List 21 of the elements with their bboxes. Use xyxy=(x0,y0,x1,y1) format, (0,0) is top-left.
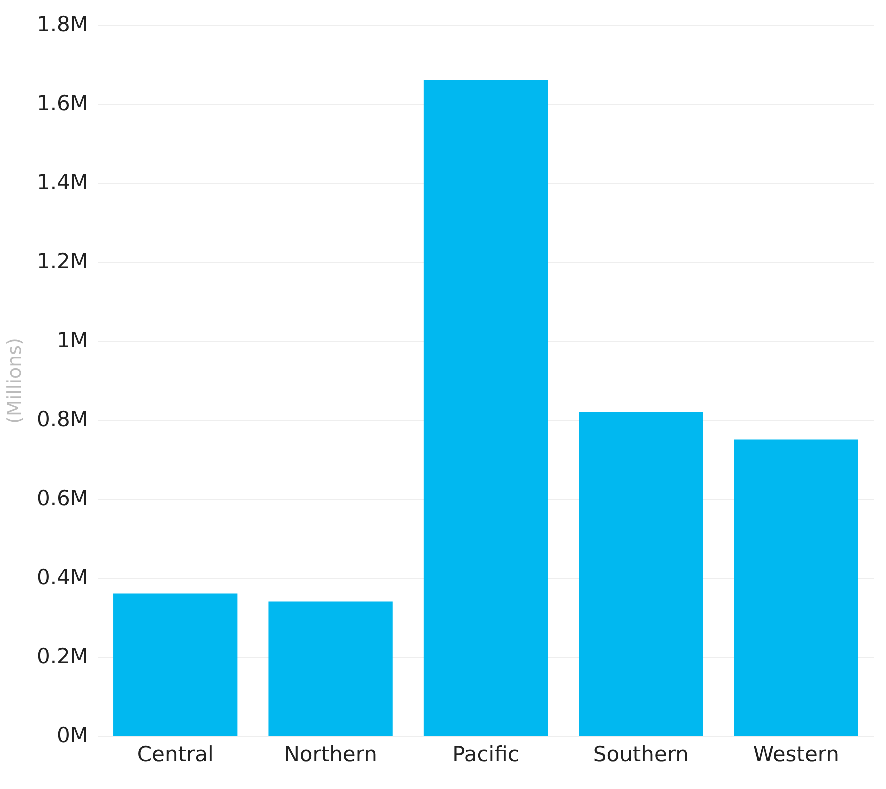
x-tick-label: Southern xyxy=(593,742,689,766)
bar xyxy=(734,440,858,736)
x-tick-label: Western xyxy=(753,742,840,766)
y-tick-label: 1.8M xyxy=(36,12,88,36)
y-tick-label: 0.6M xyxy=(36,486,88,510)
x-tick-label: Central xyxy=(137,742,214,766)
bar xyxy=(424,80,548,736)
y-tick-label: 1.4M xyxy=(36,170,88,194)
y-tick-label: 0.8M xyxy=(36,408,88,432)
y-tick-label: 1.2M xyxy=(36,250,88,274)
y-axis-title: (Millions) xyxy=(4,338,26,424)
bar xyxy=(114,594,238,736)
y-tick-label: 1M xyxy=(57,328,88,352)
bar xyxy=(268,602,393,736)
x-tick-label: Pacific xyxy=(452,742,520,766)
y-tick-label: 0M xyxy=(57,724,88,748)
y-tick-label: 0.2M xyxy=(36,644,88,668)
bar xyxy=(579,412,704,736)
y-tick-label: 0.4M xyxy=(36,566,88,590)
y-tick-label: 1.6M xyxy=(36,92,88,116)
x-tick-label: Northern xyxy=(284,742,378,766)
